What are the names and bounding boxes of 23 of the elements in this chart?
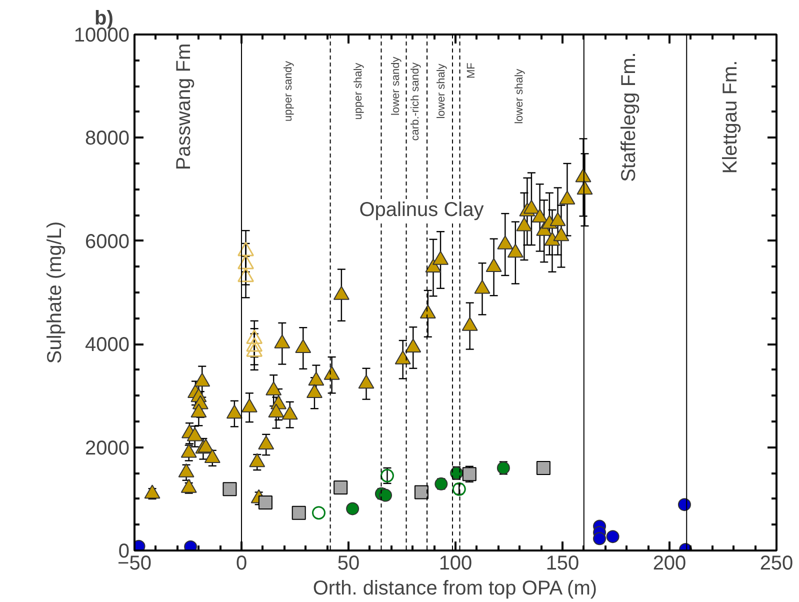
annotation: lower shaly xyxy=(514,68,526,124)
annotation: carb.-rich sandy xyxy=(410,62,422,141)
x-axis-title: Orth. distance from top OPA (m) xyxy=(312,578,598,600)
x-tick-label: 250 xyxy=(760,552,794,574)
annotation: lower shaly xyxy=(435,63,448,119)
annotation: upper shaly xyxy=(352,62,365,120)
annotation: Klettgau Fm. xyxy=(719,60,742,174)
annotation: MF xyxy=(466,62,478,79)
annotation: Staffelegg Fm. xyxy=(618,52,640,182)
y-tick-label: 6000 xyxy=(85,230,130,253)
annotation: Passwang Fm xyxy=(172,43,195,170)
y-tick-label: 4000 xyxy=(85,334,130,356)
y-tick-label: 2000 xyxy=(85,437,130,460)
annotation: Opalinus Clay xyxy=(359,198,484,221)
y-axis-title: Sulphate (mg/L) xyxy=(44,221,66,364)
y-tick-label: 8000 xyxy=(85,128,130,150)
x-tick-label: 100 xyxy=(438,552,472,574)
annotation: lower sandy xyxy=(390,56,402,116)
x-tick-label: 150 xyxy=(546,552,580,574)
x-tick-label: 0 xyxy=(236,552,248,574)
annotation: upper sandy xyxy=(282,60,295,122)
x-tick-label: 50 xyxy=(337,552,360,574)
x-tick-label: 200 xyxy=(652,552,686,574)
